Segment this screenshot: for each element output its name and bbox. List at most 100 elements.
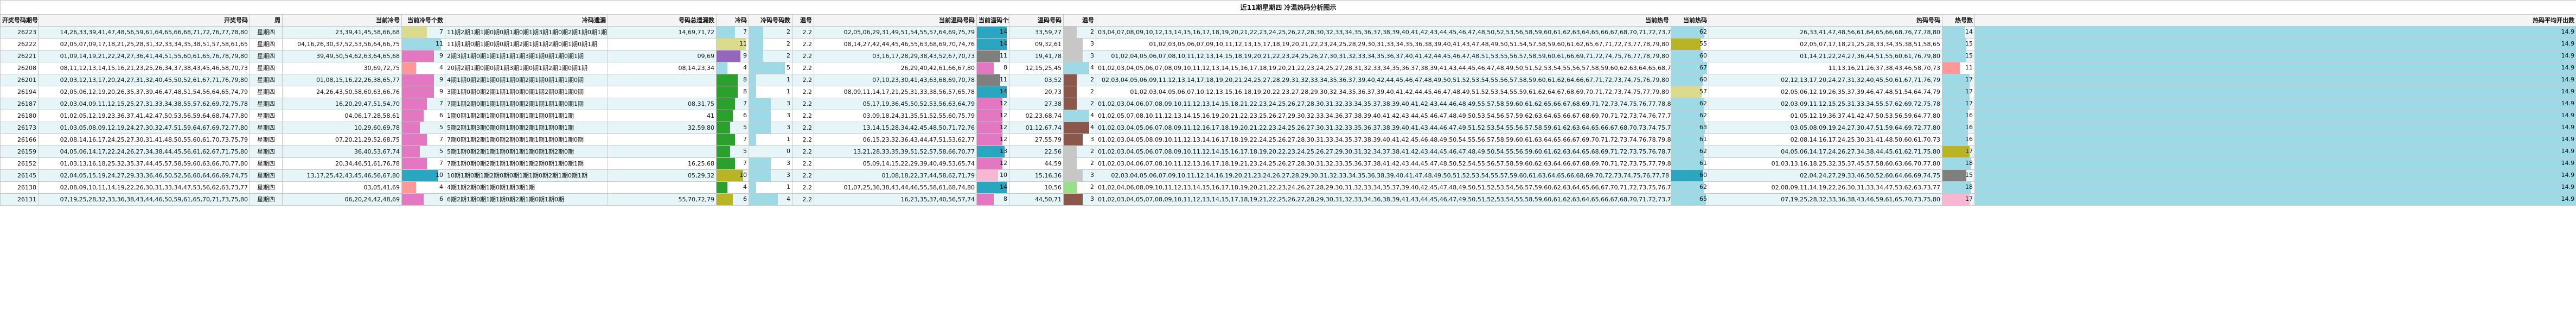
table-row[interactable]: 26194 02,05,06,12,19,20,26,35,37,39,46,47…	[0, 86, 2576, 98]
column-header[interactable]: 热码号码	[1709, 14, 1942, 27]
hot-code-count: 16	[1942, 110, 1975, 122]
hot-code-count-value: 15	[1965, 40, 1973, 47]
warm-code-count: 2	[1063, 74, 1096, 86]
cold-code-count: 2	[749, 26, 792, 39]
hot-codes: 04,05,06,14,17,24,26,27,34,38,44,45,61,6…	[1709, 145, 1942, 158]
column-header[interactable]: 温号	[792, 14, 814, 27]
column-header[interactable]: 当前热号	[1096, 14, 1671, 27]
table-row[interactable]: 26201 02,03,12,13,17,20,24,27,31,32,40,45…	[0, 74, 2576, 86]
column-header[interactable]: 周	[250, 14, 283, 27]
column-header[interactable]: 开奖号码	[38, 14, 250, 27]
cold-miss: 3期1期0期0期2期1期1期0期0期1期2期0期1期0期	[445, 86, 608, 98]
column-header[interactable]: 冷码遗漏	[445, 14, 608, 27]
cold-count-value: 6	[439, 112, 443, 119]
cold-code-value: 4	[743, 64, 747, 71]
hot-code-count-bar	[1942, 27, 1965, 38]
hot-count-value: 61	[1699, 160, 1707, 167]
warm-numbers: 03,16,17,28,29,38,43,52,67,70,73	[814, 50, 977, 62]
warm-count: 12	[976, 134, 1009, 146]
warm-code-count-bar	[1064, 146, 1077, 157]
warm-code-count: 3	[1063, 38, 1096, 50]
warm-codes: 09,32,61	[1009, 38, 1064, 50]
cold-code-count: 2	[749, 38, 792, 50]
cold-code-value: 11	[739, 40, 747, 47]
hot-average-value: 14.9	[2561, 28, 2575, 35]
warm-code-count-bar	[1064, 158, 1077, 169]
hot-count-value: 67	[1699, 64, 1707, 71]
warm-code-count-value: 3	[1090, 52, 1094, 59]
column-header[interactable]: 当前温码个数	[976, 14, 1009, 27]
table-row[interactable]: 26166 02,08,14,16,17,24,25,27,30,31,41,48…	[0, 134, 2576, 146]
table-row[interactable]: 26131 07,19,25,28,32,33,36,38,43,44,46,50…	[0, 193, 2576, 206]
table-row[interactable]: 26208 08,11,12,13,14,15,16,21,23,25,26,34…	[0, 62, 2576, 74]
column-header[interactable]: 温码号码	[1009, 14, 1064, 27]
table-row[interactable]: 26159 04,05,06,14,17,22,24,26,27,34,38,44…	[0, 145, 2576, 158]
column-header[interactable]: 开奖号码期号	[0, 14, 39, 27]
cold-code-count-value: 1	[787, 88, 790, 95]
column-header[interactable]: 当前冷号个数	[401, 14, 445, 27]
hot-codes: 02,08,14,16,17,24,25,30,31,41,48,50,60,6…	[1709, 134, 1942, 146]
table-row[interactable]: 26145 02,04,05,15,19,24,27,29,33,36,46,50…	[0, 169, 2576, 182]
warm-codes: 10,56	[1009, 181, 1064, 194]
column-header[interactable]: 当前热码	[1671, 14, 1709, 27]
table-row[interactable]: 26187 02,03,04,09,11,12,15,25,27,31,33,34…	[0, 98, 2576, 110]
hot-average: 14.9	[1974, 62, 2576, 74]
table-row[interactable]: 26221 01,09,14,19,21,22,24,27,36,41,44,51…	[0, 50, 2576, 62]
column-header[interactable]: 热号数	[1942, 14, 1975, 27]
warm-numbers: 03,09,18,24,31,35,51,52,55,60,75,79	[814, 110, 977, 122]
table-row[interactable]: 26223 14,26,33,39,41,47,48,56,59,61,64,65…	[0, 26, 2576, 39]
cold-miss: 5期1期0期2期1期1期0期1期1期0期1期2期0期	[445, 145, 608, 158]
draw-numbers: 02,04,05,15,19,24,27,29,33,36,46,50,52,5…	[38, 169, 250, 182]
column-header[interactable]: 热码平均开出数	[1974, 14, 2576, 27]
hot-count-bar	[1671, 39, 1701, 50]
table-row[interactable]: 26173 01,03,05,08,09,12,19,24,27,30,32,47…	[0, 122, 2576, 134]
cold-code: 7	[716, 98, 749, 110]
column-header[interactable]: 温号	[1063, 14, 1096, 27]
table-row[interactable]: 26152 01,03,13,16,18,25,32,35,37,44,45,57…	[0, 157, 2576, 170]
warm-code-count-value: 2	[1090, 100, 1094, 107]
hot-count-value: 61	[1699, 136, 1707, 143]
warm-codes: 12,15,25,45	[1009, 62, 1064, 74]
cold-code-count-bar	[749, 170, 771, 181]
hot-codes: 11,13,16,21,26,37,38,43,46,58,70,73	[1709, 62, 1942, 74]
table-row[interactable]: 26138 02,08,09,10,11,14,19,22,26,30,31,33…	[0, 181, 2576, 194]
cold-numbers: 04,06,17,28,58,61	[282, 110, 402, 122]
hot-code-count-value: 17	[1965, 148, 1973, 155]
column-header[interactable]: 当前温码号码	[814, 14, 977, 27]
warm-code-count: 2	[1063, 86, 1096, 98]
cold-count-bar	[402, 194, 424, 205]
cold-code-bar	[717, 122, 730, 134]
weekday: 星期四	[250, 62, 283, 74]
weekday: 星期四	[250, 193, 283, 206]
cold-numbers: 39,49,50,54,62,63,64,65,68	[282, 50, 402, 62]
cold-code-count-value: 2	[787, 28, 790, 35]
cold-miss: 5期2期1期3期0期0期1期0期2期1期1期0期1期	[445, 122, 608, 134]
cold-count-value: 9	[439, 52, 443, 59]
cold-code-count-bar	[749, 39, 764, 50]
cold-code: 9	[716, 50, 749, 62]
hot-count: 61	[1671, 157, 1709, 170]
column-header[interactable]: 当前冷号	[282, 14, 402, 27]
hot-average-value: 14.9	[2561, 124, 2575, 131]
total-miss	[608, 134, 717, 146]
column-header[interactable]: 冷码	[716, 14, 749, 27]
cold-count-bar	[402, 27, 427, 38]
column-header[interactable]: 冷码号码数	[749, 14, 792, 27]
warm-ratio: 2.2	[792, 169, 814, 182]
cold-count-bar	[402, 62, 417, 74]
hot-average: 14.9	[1974, 134, 2576, 146]
column-header[interactable]: 号码总遗漏数	[608, 14, 717, 27]
hot-count-bar	[1671, 50, 1704, 62]
warm-ratio: 2.2	[792, 157, 814, 170]
cold-numbers: 23,39,41,45,58,66,68	[282, 26, 402, 39]
table-row[interactable]: 26222 02,05,07,09,17,18,21,25,28,31,32,33…	[0, 38, 2576, 50]
cold-code-value: 5	[743, 124, 747, 131]
warm-codes: 33,59,77	[1009, 26, 1064, 39]
table-row[interactable]: 26180 01,02,05,12,19,23,36,37,41,42,47,50…	[0, 110, 2576, 122]
hot-numbers: 01,02,03,04,05,06,07,08,09,10,11,12,14,1…	[1096, 145, 1671, 158]
warm-code-count: 4	[1063, 122, 1096, 134]
cold-code: 4	[716, 181, 749, 194]
hot-average-bar	[1975, 86, 2576, 98]
warm-code-count-value: 2	[1090, 160, 1094, 167]
cold-count-bar	[402, 134, 427, 145]
